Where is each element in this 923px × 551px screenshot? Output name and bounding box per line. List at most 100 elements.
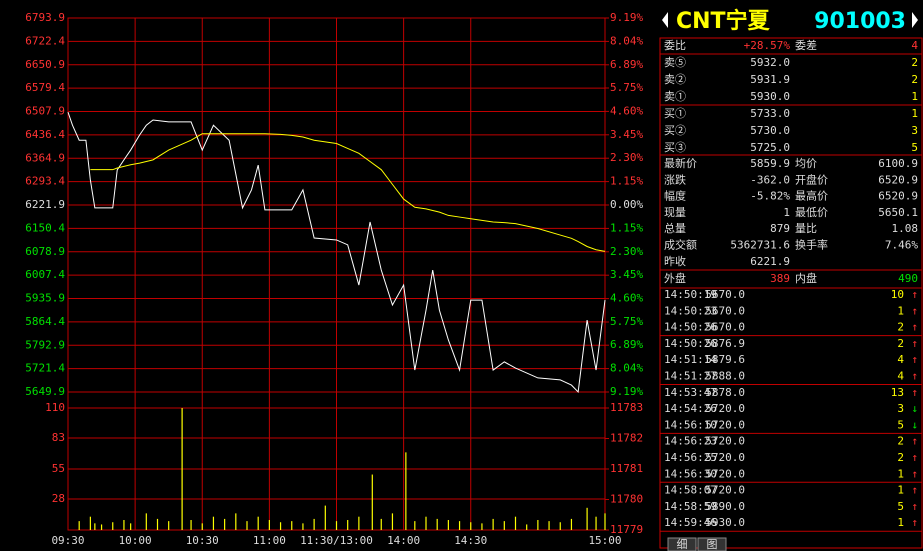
panel-text: 6520.9 — [878, 190, 918, 203]
y-tick-label: 6221.9 — [25, 198, 65, 211]
y-tick-label: 83 — [52, 431, 65, 444]
panel-text: 买② — [664, 124, 686, 137]
panel-text: 1 — [897, 467, 904, 480]
panel-text: 6520.9 — [878, 173, 918, 186]
x-tick-label: 15:00 — [588, 534, 621, 547]
panel-text: 5930.0 — [750, 90, 790, 103]
panel-text: 14:54:26 — [664, 402, 717, 415]
panel-text: 2 — [911, 73, 918, 86]
y-tick-label: 6007.4 — [25, 268, 65, 281]
y2-tick-label: 6.89% — [610, 338, 643, 351]
x-tick-label: 11:30/13:00 — [300, 534, 373, 547]
y-tick-label: 6650.9 — [25, 58, 65, 71]
panel-text: 879 — [770, 222, 790, 235]
panel-text: -362.0 — [750, 173, 790, 186]
y-tick-label: 6507.9 — [25, 105, 65, 118]
panel-text: 5720.0 — [705, 484, 745, 497]
y2-tick-label: 4.60% — [610, 292, 643, 305]
panel-text: 买③ — [664, 141, 686, 154]
panel-text: 2 — [897, 435, 904, 448]
panel-text: 5876.9 — [705, 337, 745, 350]
y2-tick-label: 5.75% — [610, 315, 643, 328]
panel-text: 14:56:30 — [664, 467, 717, 480]
panel-text: 5888.0 — [705, 370, 745, 383]
panel-text: 5725.0 — [750, 141, 790, 154]
x-tick-label: 14:00 — [387, 534, 420, 547]
panel-text: ↑ — [911, 451, 918, 464]
panel-text: ↑ — [911, 288, 918, 301]
panel-text: 幅度 — [664, 189, 686, 203]
panel-text: 2 — [897, 321, 904, 334]
price-line — [90, 133, 606, 252]
panel-text: +28.57% — [744, 39, 791, 52]
panel-text: 量比 — [795, 222, 817, 235]
panel-text: 14:50:26 — [664, 337, 717, 350]
y-tick-label: 6579.4 — [25, 81, 65, 94]
panel-text: ↓ — [911, 402, 918, 415]
panel-text: 10 — [891, 288, 904, 301]
panel-text: 14:50:19 — [664, 288, 717, 301]
panel-text: 最高价 — [795, 189, 828, 203]
panel-text: 13 — [891, 386, 904, 399]
y-tick-label: 6364.9 — [25, 151, 65, 164]
panel-text: 1 — [897, 304, 904, 317]
y2-tick-label: 11779 — [610, 523, 643, 536]
y2-tick-label: 3.45% — [610, 128, 643, 141]
y2-tick-label: 3.45% — [610, 268, 643, 281]
panel-text: ↑ — [911, 500, 918, 513]
panel-text: 5720.0 — [705, 418, 745, 431]
y2-tick-label: 11780 — [610, 493, 643, 506]
panel-text: 4 — [897, 353, 904, 366]
panel-text: 5670.0 — [705, 304, 745, 317]
panel-text: ↑ — [911, 321, 918, 334]
panel-text: 买① — [664, 107, 686, 120]
tab-label: 细 — [677, 538, 688, 551]
panel-text: 5650.1 — [878, 206, 918, 219]
panel-text: 490 — [898, 272, 918, 285]
stock-name: CNT宁夏 — [676, 8, 771, 34]
panel-text: 14:51:27 — [664, 370, 717, 383]
y-tick-label: 6150.4 — [25, 221, 65, 234]
y2-tick-label: 8.04% — [610, 362, 643, 375]
panel-text: 涨跌 — [664, 172, 686, 186]
panel-text: 14:59:46 — [664, 516, 717, 529]
panel-text: ↑ — [911, 353, 918, 366]
panel-text: 5670.0 — [705, 321, 745, 334]
panel-text: 14:50:26 — [664, 321, 717, 334]
panel-text: 2 — [897, 337, 904, 350]
panel-text: 最新价 — [664, 156, 697, 170]
panel-text: 5 — [911, 141, 918, 154]
panel-text: 换手率 — [795, 238, 828, 252]
plot-frame — [67, 17, 606, 393]
panel-text: 7.46% — [885, 239, 918, 252]
panel-text: 委比 — [664, 39, 686, 52]
y-tick-label: 6293.4 — [25, 175, 65, 188]
tab[interactable] — [697, 537, 727, 551]
panel-text: 1 — [897, 484, 904, 497]
panel-text: 389 — [770, 272, 790, 285]
y2-tick-label: 11782 — [610, 432, 643, 445]
y-tick-label: 5721.4 — [25, 362, 65, 375]
panel-text: ↑ — [911, 467, 918, 480]
y2-tick-label: 2.30% — [610, 151, 643, 164]
y-tick-label: 5792.9 — [25, 338, 65, 351]
panel-text: 4 — [897, 370, 904, 383]
y-tick-label: 6078.9 — [25, 245, 65, 258]
y-tick-label: 110 — [45, 401, 65, 414]
panel-text: 5890.0 — [705, 500, 745, 513]
panel-text: 5720.0 — [705, 402, 745, 415]
panel-text: 开盘价 — [795, 172, 828, 186]
panel-text: 14:58:07 — [664, 484, 717, 497]
y-tick-label: 55 — [52, 462, 65, 475]
tab[interactable] — [667, 537, 697, 551]
stock-code: 901003 — [814, 9, 906, 34]
panel-text: 5932.0 — [750, 56, 790, 69]
panel-text: 3 — [911, 124, 918, 137]
panel-text: 5931.9 — [750, 73, 790, 86]
panel-text: 5930.0 — [705, 516, 745, 529]
y2-tick-label: 8.04% — [610, 34, 643, 47]
panel-text: 5 — [897, 418, 904, 431]
x-tick-label: 10:00 — [119, 534, 152, 547]
panel-text: 2 — [911, 56, 918, 69]
panel-text: ↑ — [911, 435, 918, 448]
